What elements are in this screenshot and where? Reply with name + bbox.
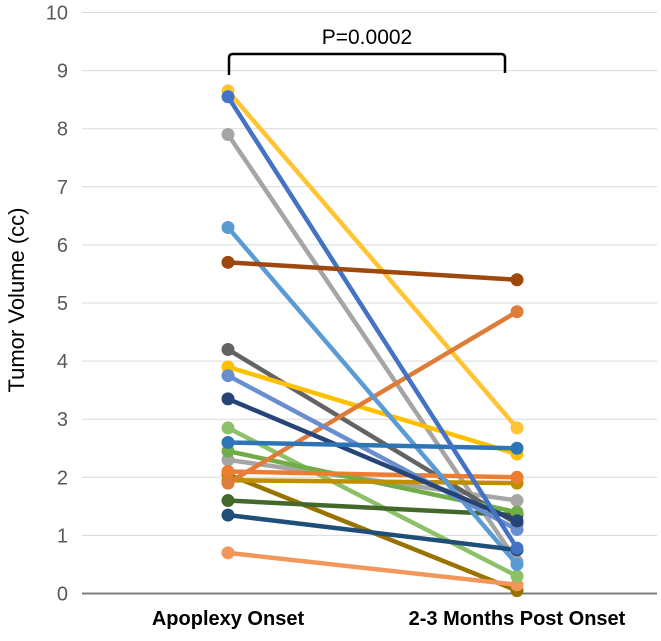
series-line bbox=[225, 477, 520, 486]
y-tick-label: 4 bbox=[57, 351, 68, 373]
data-point bbox=[221, 508, 235, 522]
data-point bbox=[221, 90, 235, 104]
data-point bbox=[510, 541, 524, 555]
data-point bbox=[510, 557, 524, 571]
series-line bbox=[225, 440, 520, 451]
data-point bbox=[221, 464, 235, 478]
series-line bbox=[225, 498, 520, 518]
data-point bbox=[221, 421, 235, 435]
significance-bracket bbox=[227, 52, 507, 75]
series-line bbox=[225, 88, 520, 431]
series-line bbox=[225, 260, 520, 283]
data-point bbox=[510, 273, 524, 287]
series-line bbox=[225, 347, 520, 527]
series-line bbox=[225, 364, 520, 457]
x-category-label: 2-3 Months Post Onset bbox=[409, 608, 626, 630]
data-point bbox=[510, 470, 524, 484]
series-line bbox=[225, 512, 520, 553]
series-line bbox=[225, 94, 520, 551]
data-point bbox=[510, 305, 524, 319]
series-line bbox=[225, 396, 520, 524]
data-point bbox=[510, 494, 524, 508]
data-point bbox=[221, 546, 235, 560]
data-point bbox=[510, 514, 524, 528]
y-tick-label: 2 bbox=[57, 467, 68, 489]
data-point bbox=[221, 128, 235, 142]
y-tick-label: 5 bbox=[57, 293, 68, 315]
y-axis-title: Tumor Volume (cc) bbox=[4, 207, 29, 392]
series-line bbox=[225, 373, 520, 532]
significance-label: P=0.0002 bbox=[322, 26, 413, 49]
series-line bbox=[225, 225, 520, 567]
data-point bbox=[221, 220, 235, 234]
data-point bbox=[510, 441, 524, 455]
series-line bbox=[225, 550, 520, 588]
y-tick-label: 10 bbox=[46, 3, 68, 25]
data-point bbox=[221, 255, 235, 269]
x-category-label: Apoplexy Onset bbox=[152, 608, 305, 630]
y-tick-label: 1 bbox=[57, 525, 68, 547]
y-tick-label: 9 bbox=[57, 61, 68, 83]
y-tick-label: 0 bbox=[57, 584, 68, 606]
y-tick-label: 3 bbox=[57, 409, 68, 431]
y-tick-label: 6 bbox=[57, 235, 68, 257]
y-tick-label: 7 bbox=[57, 177, 68, 199]
series-line bbox=[225, 132, 520, 564]
data-point bbox=[221, 342, 235, 356]
y-tick-label: 8 bbox=[57, 119, 68, 141]
data-point bbox=[510, 569, 524, 583]
data-point bbox=[221, 392, 235, 406]
data-point bbox=[221, 435, 235, 449]
data-point bbox=[510, 421, 524, 435]
data-point bbox=[221, 476, 235, 490]
data-point bbox=[221, 369, 235, 383]
data-point bbox=[221, 494, 235, 508]
